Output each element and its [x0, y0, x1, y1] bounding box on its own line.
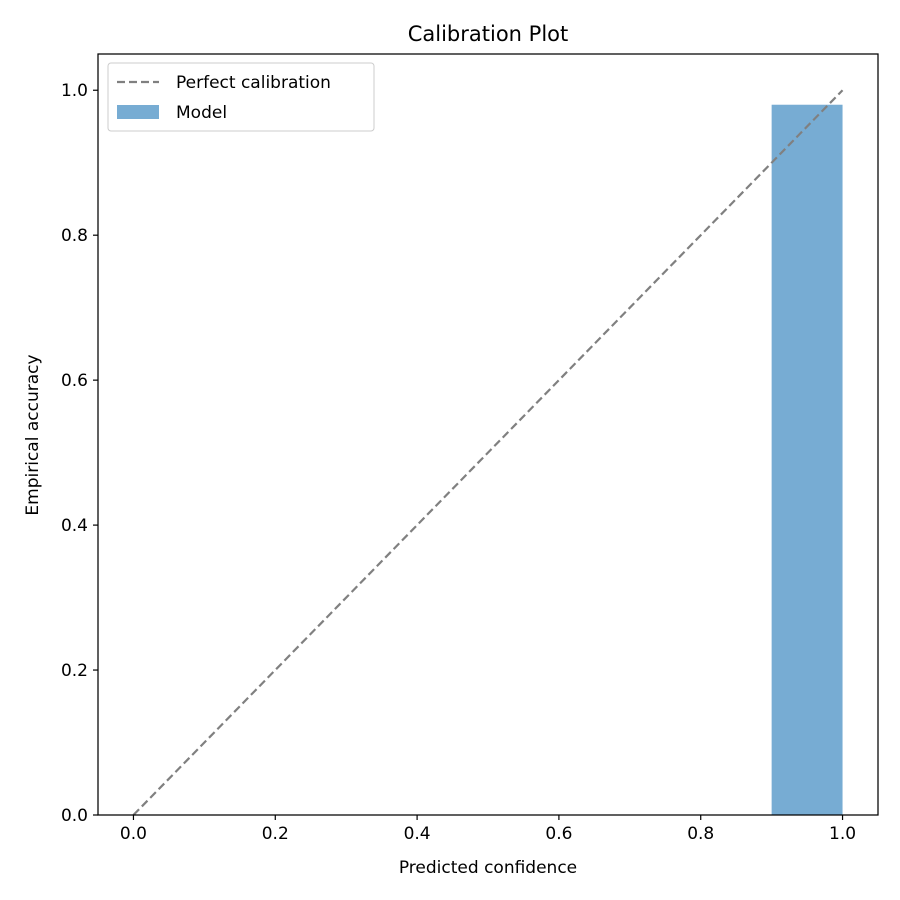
legend-box — [107, 62, 375, 132]
plot-frame — [97, 53, 879, 816]
model-bar — [771, 104, 843, 815]
legend-swatch-model — [117, 105, 159, 119]
legend-label-model: Model — [176, 103, 227, 123]
x-tick-label: 0.2 — [262, 824, 289, 844]
x-axis-label: Predicted confidence — [399, 858, 577, 878]
legend: Perfect calibration Model — [107, 62, 375, 132]
y-tick-label: 0.8 — [61, 226, 88, 246]
y-tick-label: 0.4 — [61, 516, 88, 536]
x-axis: 0.0 0.2 0.4 0.6 0.8 1.0 — [120, 815, 856, 844]
x-tick-label: 0.4 — [404, 824, 431, 844]
x-tick-label: 0.8 — [687, 824, 714, 844]
perfect-calibration-line — [132, 89, 844, 816]
x-tick-label: 0.0 — [120, 824, 147, 844]
y-tick-label: 1.0 — [61, 81, 88, 101]
x-tick-label: 0.6 — [545, 824, 572, 844]
legend-label-perfect-calibration: Perfect calibration — [176, 73, 331, 93]
plot-background — [98, 54, 878, 815]
plot-area — [97, 53, 879, 816]
x-tick-label: 1.0 — [829, 824, 856, 844]
chart-title: Calibration Plot — [408, 22, 569, 46]
y-axis: 0.0 0.2 0.4 0.6 0.8 1.0 — [61, 81, 98, 826]
y-tick-label: 0.0 — [61, 806, 88, 826]
y-tick-label: 0.2 — [61, 661, 88, 681]
model-bars — [771, 104, 843, 815]
y-axis-label: Empirical accuracy — [23, 354, 43, 515]
y-tick-label: 0.6 — [61, 371, 88, 391]
reference-lines — [132, 89, 844, 816]
